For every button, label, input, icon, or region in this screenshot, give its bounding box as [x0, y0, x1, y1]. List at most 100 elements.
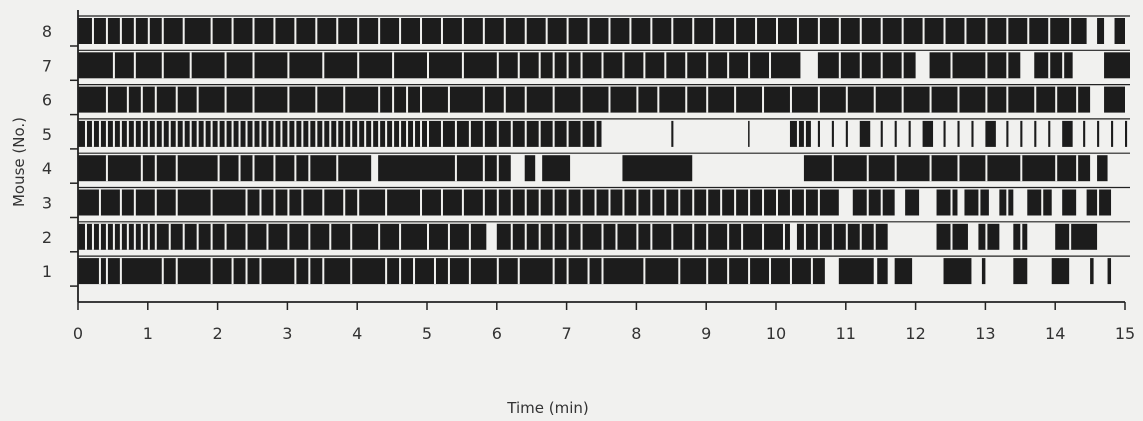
gap-tick [482, 18, 485, 44]
gap-tick [831, 223, 834, 250]
gap-tick [748, 52, 751, 79]
activity-block [1048, 120, 1051, 147]
gap-tick [252, 86, 255, 113]
gap-tick [866, 155, 869, 182]
gap-tick [343, 189, 346, 216]
gap-tick [692, 18, 695, 44]
gap-tick [454, 120, 457, 147]
gap-tick [427, 120, 429, 147]
gap-tick [378, 223, 381, 250]
gap-tick [203, 120, 206, 147]
gap-tick [420, 120, 423, 147]
gap-tick [322, 189, 325, 216]
gap-tick [224, 120, 227, 147]
activity-block [880, 120, 883, 147]
gap-tick [468, 258, 471, 285]
activity-block [1006, 120, 1009, 147]
gap-tick [838, 18, 841, 44]
gap-tick [406, 120, 409, 147]
gap-tick [461, 18, 464, 44]
gap-tick [538, 52, 541, 79]
gap-tick [91, 223, 94, 250]
gap-tick [671, 223, 674, 250]
gap-tick [210, 18, 213, 44]
gap-tick [392, 52, 395, 79]
gap-tick [350, 258, 353, 285]
gap-tick [91, 120, 94, 147]
gap-tick [636, 223, 639, 250]
gap-tick [105, 120, 108, 147]
gap-tick [273, 18, 276, 44]
gap-tick [650, 189, 653, 216]
gap-tick [706, 258, 709, 285]
gap-tick [105, 258, 108, 285]
gap-tick [427, 223, 429, 250]
gap-tick [524, 223, 527, 250]
gap-tick [496, 258, 499, 285]
gap-tick [119, 223, 122, 250]
gap-tick [245, 189, 248, 216]
gap-tick [294, 155, 297, 182]
activity-block [796, 223, 888, 250]
gap-tick [664, 52, 667, 79]
gap-tick [259, 258, 262, 285]
gap-tick [385, 120, 388, 147]
activity-block [78, 223, 487, 250]
activity-block [1107, 258, 1112, 285]
gap-tick [608, 86, 611, 113]
gap-tick [643, 258, 646, 285]
gap-tick [385, 189, 388, 216]
row-mouse-7 [78, 49, 1130, 79]
gap-tick [734, 18, 737, 44]
gap-tick [859, 223, 862, 250]
gap-tick [545, 18, 548, 44]
gap-tick [154, 120, 157, 147]
gap-tick [399, 223, 402, 250]
gap-tick [301, 120, 304, 147]
gap-tick [308, 155, 311, 182]
activity-block [908, 120, 911, 147]
gap-tick [964, 18, 967, 44]
gap-tick [161, 120, 164, 147]
x-tick-label: 3 [282, 324, 292, 343]
gap-tick [154, 189, 157, 216]
gap-tick [629, 18, 632, 44]
gap-tick [803, 120, 806, 147]
gap-tick [873, 86, 876, 113]
gap-tick [266, 120, 269, 147]
activity-block [1125, 120, 1128, 147]
gap-tick [580, 189, 583, 216]
gap-tick [524, 18, 527, 44]
y-tick-label: 4 [42, 159, 52, 178]
gap-tick [224, 223, 227, 250]
gap-tick [1069, 18, 1072, 44]
gap-tick [538, 120, 541, 147]
gap-tick [427, 52, 429, 79]
gap-tick [496, 189, 499, 216]
gap-tick [1006, 52, 1009, 79]
gap-tick [838, 52, 841, 79]
gap-tick [133, 120, 136, 147]
gap-tick [245, 120, 248, 147]
gap-tick [196, 86, 199, 113]
gap-tick [440, 189, 443, 216]
gap-tick [762, 223, 765, 250]
gap-tick [105, 18, 108, 44]
gap-tick [845, 223, 848, 250]
gap-tick [238, 155, 241, 182]
activity-block [1097, 120, 1100, 147]
gap-tick [601, 223, 604, 250]
activity-block [852, 189, 895, 216]
gap-tick [678, 189, 681, 216]
y-axis-title: Mouse (No.) [10, 117, 28, 207]
activity-block [1097, 155, 1108, 182]
gap-tick [140, 120, 143, 147]
gap-tick [196, 120, 199, 147]
gap-tick [140, 86, 143, 113]
gap-tick [566, 120, 569, 147]
activity-block [78, 189, 839, 216]
gap-tick [343, 120, 346, 147]
gap-tick [287, 52, 290, 79]
gap-tick [587, 18, 590, 44]
gap-tick [420, 86, 423, 113]
